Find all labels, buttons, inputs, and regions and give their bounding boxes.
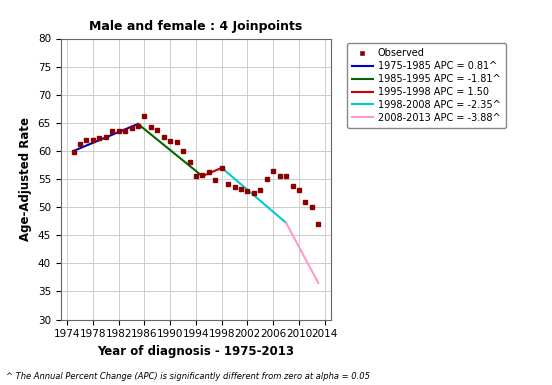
Legend: Observed, 1975-1985 APC = 0.81^, 1985-1995 APC = -1.81^, 1995-1998 APC = 1.50, 1: Observed, 1975-1985 APC = 0.81^, 1985-19… bbox=[347, 44, 506, 128]
Y-axis label: Age-Adjusted Rate: Age-Adjusted Rate bbox=[19, 117, 32, 241]
X-axis label: Year of diagnosis - 1975-2013: Year of diagnosis - 1975-2013 bbox=[98, 345, 294, 358]
Text: ^ The Annual Percent Change (APC) is significantly different from zero at alpha : ^ The Annual Percent Change (APC) is sig… bbox=[6, 372, 369, 381]
Title: Male and female : 4 Joinpoints: Male and female : 4 Joinpoints bbox=[89, 20, 302, 33]
